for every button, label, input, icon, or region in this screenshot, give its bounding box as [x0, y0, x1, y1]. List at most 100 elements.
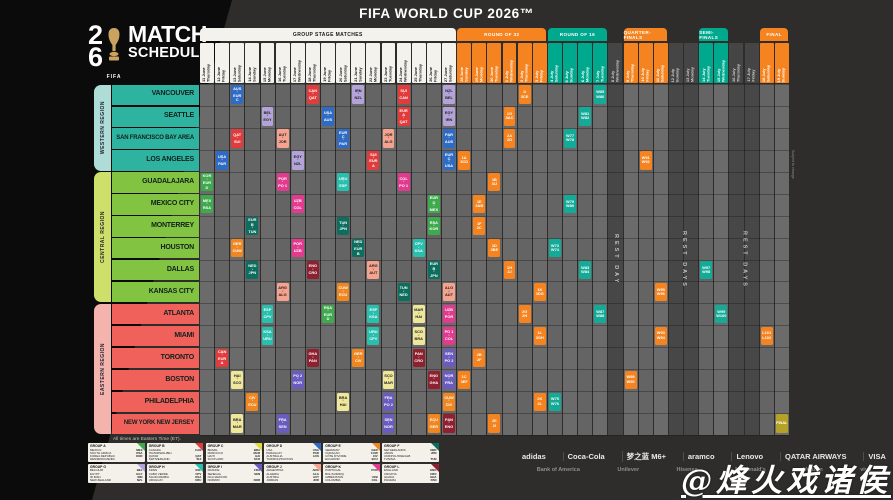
group-team-row: SAUDI ARABIA KSA — [149, 474, 202, 479]
match-team-a: NZL — [445, 87, 453, 93]
group-color-corner — [195, 443, 204, 451]
match-cell: 2E 2I — [488, 414, 501, 433]
group-box-a: GROUP A MEXICO MEX SOUTH AFRICA RSA KOREA REP… — [88, 443, 145, 463]
match-team-a: SCO — [384, 373, 393, 379]
match-cell: 2B 2F — [473, 348, 486, 367]
match-team-b: UZB — [293, 248, 302, 254]
match-team-a: PAN — [414, 351, 423, 357]
match-team-a: HAI — [233, 373, 241, 379]
match-team-b: 3AB — [475, 203, 484, 209]
match-team-a: BRA — [232, 416, 242, 422]
stage-header-grp: GROUP STAGE MATCHES — [200, 28, 456, 41]
group-team-row: EGYPT EGY — [90, 471, 143, 476]
versus-mark: v — [236, 421, 238, 425]
row-separator — [200, 149, 790, 151]
match-cell: 1D 3BE — [488, 238, 501, 258]
rest-days-text: REST DAYS — [741, 230, 748, 289]
date-header: 28 June Sunday — [457, 43, 472, 83]
team-code: MAR — [253, 450, 261, 455]
region-name: EASTERN REGION — [99, 342, 106, 395]
date-header-day: Monday — [266, 66, 272, 82]
team-code: KSA — [195, 474, 202, 479]
match-team-a: ALG — [444, 285, 454, 291]
team-name: CANADA — [148, 447, 161, 452]
match-cell: EGY v IRN — [443, 107, 455, 126]
match-team-b: KSA — [414, 248, 423, 254]
team-code: NZL — [136, 478, 143, 483]
match-cell: AUT v JOR — [276, 129, 289, 148]
versus-mark: v — [448, 377, 450, 381]
versus-mark: v — [433, 377, 435, 381]
grid-column — [774, 84, 789, 435]
date-header: 15 July Wednesday — [714, 43, 729, 83]
grid-column — [200, 84, 215, 435]
team-name: SWITZERLAND — [148, 457, 170, 462]
rest-days-text: REST DAYS — [681, 230, 688, 289]
grid-column — [411, 84, 426, 435]
versus-mark: v — [433, 204, 435, 208]
stage-header-label: ROUND OF 16 — [559, 32, 596, 37]
match-team-b: EUR A — [217, 355, 227, 366]
group-color-corner — [195, 463, 204, 472]
group-name: GROUP D — [266, 444, 283, 449]
team-code: CPV — [195, 471, 202, 476]
match-cell: W77 W78 — [564, 129, 576, 148]
match-team-a: RSA — [429, 219, 438, 225]
group-box-h: GROUP H SPAIN ESP CABO VERDE CPV SAUDI ARABIA… — [146, 463, 204, 484]
match-cell: W79 W80 — [564, 195, 576, 214]
match-team-b: EUR A — [369, 158, 378, 168]
team-code: EGY — [136, 471, 143, 476]
date-header-day: Friday — [326, 69, 332, 82]
match-team-a: ENG — [429, 373, 439, 379]
versus-mark: v — [372, 155, 375, 159]
match-team-a: EUR D — [429, 195, 438, 205]
match-team-a: NOR — [444, 373, 454, 379]
date-header-day: Friday — [538, 69, 544, 82]
versus-mark: v — [312, 92, 314, 96]
versus-mark: v — [312, 267, 314, 271]
grid-column — [487, 84, 502, 435]
match-team-a: PAN — [445, 416, 453, 422]
group-team-row: PARAGUAY PAR — [266, 451, 319, 455]
date-header-day: Wednesday — [614, 59, 620, 82]
versus-mark: v — [402, 92, 405, 96]
region-name: CENTRAL REGION — [99, 211, 106, 264]
match-team-a: EUR C — [444, 151, 454, 161]
world-cup-trophy-icon: FIFA — [106, 27, 122, 80]
city-label-monterrey: MONTERREY — [112, 216, 199, 237]
match-cell: SUI v EUR A — [367, 151, 380, 170]
match-team-b: COL — [444, 336, 454, 342]
team-code: SEN — [254, 471, 261, 476]
match-cell: CAN v EUR A — [216, 348, 229, 367]
match-cell: FRA v SEN — [276, 414, 289, 433]
match-cell: 1C 3EF — [458, 370, 471, 389]
match-team-b: JPN — [430, 272, 438, 278]
match-team-b: FRA — [445, 380, 453, 386]
team-name: KOREA REPUBLIC — [90, 454, 116, 459]
match-cell: W81 W82 — [579, 107, 592, 126]
city-label-new-york-new-jersey: NEW YORK NEW JERSEY — [112, 413, 199, 434]
versus-mark: v — [387, 377, 390, 381]
match-cell: NZL v BEL — [443, 85, 455, 104]
group-box-f: GROUP F NETHERLANDS NED JAPAN JPN UKR/POL/SWE… — [382, 443, 439, 463]
match-cell: URU v ESP — [337, 173, 350, 192]
match-team-a: QAT — [233, 131, 242, 137]
match-team-a: CIV — [249, 395, 256, 400]
match-team-a: EUR C — [338, 129, 348, 139]
group-box-e: GROUP E GERMANY GER CURAÇAO CUW CÔTE D'IVOIRE… — [323, 443, 380, 463]
grid-column — [563, 84, 578, 435]
team-code: HAI — [255, 454, 261, 459]
group-team-row: PANAMA PAN — [384, 478, 437, 483]
match-team-b: EUR C — [233, 92, 242, 103]
grid-column — [426, 84, 442, 435]
team-code: IRN — [137, 474, 143, 479]
group-color-corner — [312, 463, 321, 472]
date-header: 12 June Friday — [215, 43, 230, 83]
city-label-kansas-city: KANSAS CITY — [112, 282, 199, 303]
-m6--logo: 梦之蓝 M6+ — [621, 451, 670, 462]
group-team-row: SENEGAL SEN — [208, 471, 261, 476]
team-name: PANAMA — [384, 478, 396, 483]
group-team-row: NEW ZEALAND NZL — [90, 478, 143, 483]
group-color-corner — [371, 463, 380, 472]
